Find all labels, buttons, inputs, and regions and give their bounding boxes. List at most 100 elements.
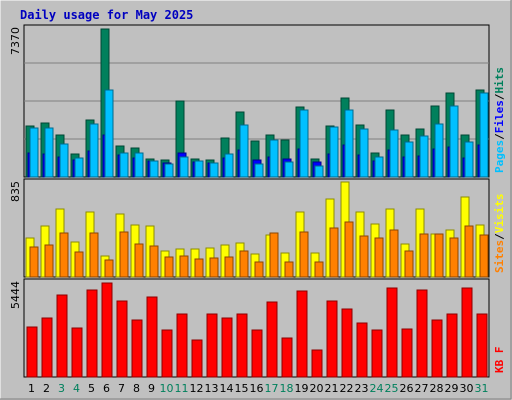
bar-sites-day-1: [29, 246, 39, 278]
x-tick-label-day-27: 27: [415, 382, 429, 395]
bar-sites-day-5: [89, 232, 99, 278]
bar-kbytes-day-10: [161, 329, 173, 378]
x-tick-label-day-2: 2: [43, 382, 50, 395]
panel-hits-files-pages: 7370 Pages/Files/Hits: [9, 24, 506, 178]
bar-sites-day-11: [179, 255, 189, 278]
x-tick-label-day-28: 28: [430, 382, 444, 395]
bar-kbytes-day-22: [341, 308, 353, 378]
bar-kbytes-day-29: [446, 313, 458, 378]
y-max-label: 7370: [9, 27, 22, 55]
bar-pages-day-27: [419, 135, 429, 178]
bar-kbytes-day-17: [266, 301, 278, 378]
y-max-label: 5444: [9, 281, 22, 309]
legend-kbytes: KB F: [493, 347, 506, 374]
bar-sites-day-30: [464, 225, 474, 278]
x-tick-label-day-15: 15: [235, 382, 249, 395]
bar-pages-day-31: [479, 92, 489, 178]
bar-sites-day-7: [119, 231, 129, 278]
bar-sites-day-29: [449, 237, 459, 278]
legend-entry: Visits: [493, 194, 506, 234]
bar-kbytes-day-28: [431, 319, 443, 378]
bar-sites-day-19: [299, 231, 309, 278]
bar-sites-day-3: [59, 232, 69, 278]
x-axis-day-labels: 1 2 3 4 5 6 7 8 9 10 11 12 13 14 15 16 17 18 19 20 21 22 23 24 2…: [28, 382, 489, 395]
bar-sites-day-4: [74, 251, 84, 278]
bars-kbytes: [26, 282, 488, 378]
bar-sites-day-13: [209, 257, 219, 278]
bar-pages-day-17: [269, 139, 279, 178]
bar-kbytes-day-23: [356, 322, 368, 378]
bar-pages-day-29: [449, 105, 459, 178]
x-tick-label-day-30: 30: [460, 382, 474, 395]
bar-pages-day-7: [119, 152, 129, 178]
legend-entry: KB: [493, 359, 506, 373]
x-tick-label-day-6: 6: [103, 382, 110, 395]
legend-visits-sites: Sites/Visits: [493, 194, 506, 274]
bar-kbytes-day-15: [236, 313, 248, 378]
legend-entry: /: [493, 233, 506, 240]
x-tick-label-day-13: 13: [205, 382, 219, 395]
bar-kbytes-day-3: [56, 294, 68, 378]
bar-sites-day-2: [44, 244, 54, 278]
x-tick-label-day-14: 14: [220, 382, 234, 395]
bar-pages-day-5: [89, 123, 99, 178]
bar-pages-day-22: [344, 109, 354, 178]
bar-pages-day-14: [224, 153, 234, 178]
bar-sites-day-26: [404, 250, 414, 278]
bar-sites-day-18: [284, 261, 294, 278]
bar-kbytes-day-20: [311, 349, 323, 378]
x-tick-label-day-18: 18: [280, 382, 294, 395]
bar-sites-day-17: [269, 232, 279, 278]
bar-kbytes-day-14: [221, 317, 233, 378]
panel-visits-sites: 835 Sites/Visits: [9, 178, 506, 278]
bar-sites-day-21: [329, 227, 339, 278]
bar-sites-day-28: [434, 233, 444, 278]
legend-entry: /: [493, 133, 506, 140]
x-tick-label-day-19: 19: [295, 382, 309, 395]
x-tick-label-day-11: 11: [175, 382, 189, 395]
legend-entry: F: [493, 347, 506, 360]
bar-pages-day-18: [284, 161, 294, 178]
bar-sites-day-20: [314, 261, 324, 278]
bar-sites-day-10: [164, 256, 174, 278]
chart-title: Daily usage for May 2025: [20, 8, 193, 22]
bar-kbytes-day-31: [476, 313, 488, 378]
x-tick-label-day-23: 23: [355, 382, 369, 395]
x-tick-label-day-9: 9: [148, 382, 155, 395]
x-tick-label-day-31: 31: [475, 382, 489, 395]
bar-pages-day-15: [239, 124, 249, 178]
bar-pages-day-20: [314, 165, 324, 178]
bar-sites-day-16: [254, 261, 264, 278]
legend-entry: Hits: [493, 67, 506, 94]
bar-sites-day-9: [149, 245, 159, 278]
bar-pages-day-13: [209, 162, 219, 178]
legend-hits-files-pages: Pages/Files/Hits: [493, 67, 506, 173]
x-tick-label-day-22: 22: [340, 382, 354, 395]
bar-pages-day-24: [374, 156, 384, 178]
x-tick-label-day-29: 29: [445, 382, 459, 395]
bar-kbytes-day-18: [281, 337, 293, 378]
bar-pages-day-3: [59, 143, 69, 178]
bar-kbytes-day-19: [296, 290, 308, 378]
panel-kbytes: 5444 KB F: [9, 278, 506, 378]
bar-sites-day-23: [359, 235, 369, 278]
bar-pages-day-19: [299, 109, 309, 178]
bar-kbytes-day-24: [371, 329, 383, 378]
bar-kbytes-day-13: [206, 313, 218, 378]
bar-kbytes-day-8: [131, 319, 143, 378]
bar-pages-day-12: [194, 160, 204, 178]
bar-pages-day-10: [164, 163, 174, 178]
bar-kbytes-day-30: [461, 287, 473, 378]
bar-sites-day-12: [194, 258, 204, 278]
x-tick-label-day-16: 16: [250, 382, 264, 395]
x-tick-label-day-24: 24: [370, 382, 384, 395]
bar-sites-day-14: [224, 256, 234, 278]
bar-pages-day-4: [74, 157, 84, 178]
y-max-label: 835: [9, 181, 22, 202]
legend-entry: /: [493, 93, 506, 100]
x-tick-label-day-12: 12: [190, 382, 204, 395]
bar-pages-day-16: [254, 163, 264, 178]
legend-entry: Sites: [493, 240, 506, 273]
